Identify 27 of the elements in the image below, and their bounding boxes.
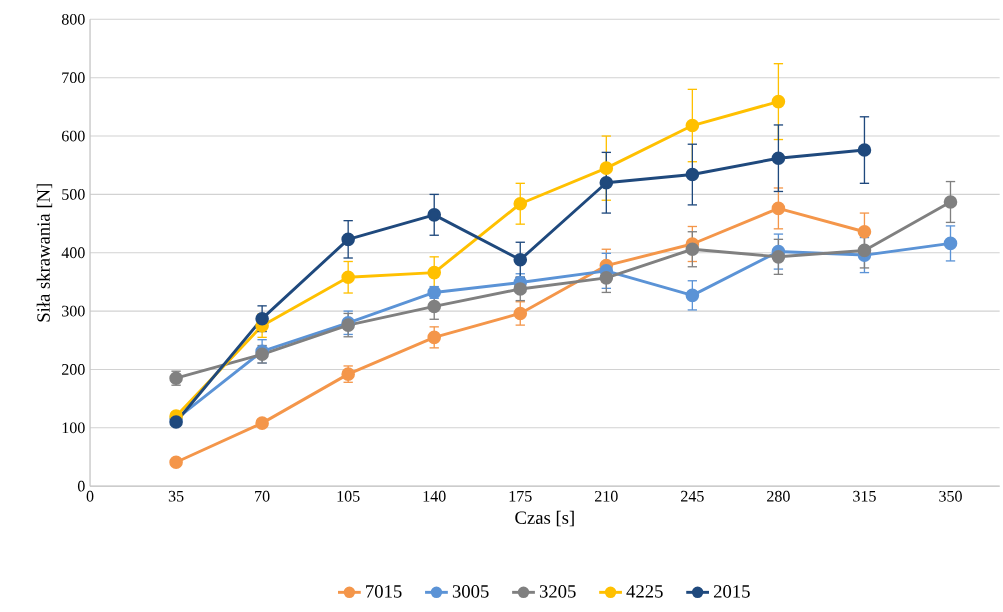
x-tick-label: 70: [255, 490, 270, 502]
y-tick-label: 300: [62, 305, 85, 317]
x-tick-label: 0: [86, 490, 94, 502]
x-tick-label: 245: [681, 490, 704, 502]
x-tick-label: 105: [337, 490, 360, 502]
legend-label: 2015: [713, 585, 750, 598]
x-tick-label: 210: [595, 490, 618, 502]
y-tick-label: 200: [62, 363, 85, 375]
x-axis-title: Czas [s]: [515, 510, 574, 527]
y-tick-label: 0: [77, 480, 85, 492]
y-tick-label: 800: [61, 13, 85, 25]
legend-label: 4225: [626, 585, 663, 598]
legend-label: 3005: [452, 585, 489, 598]
y-tick-label: 500: [62, 188, 85, 200]
y-tick-label: 100: [62, 422, 85, 434]
x-tick-label: 315: [853, 490, 876, 502]
legend-label: 7015: [366, 585, 402, 598]
y-tick-label: 700: [62, 72, 85, 83]
x-tick-label: 350: [939, 490, 962, 502]
y-axis-title: Siła skrawania [N]: [36, 184, 53, 322]
legend-label: 3205: [539, 585, 576, 598]
y-tick-label: 400: [61, 247, 85, 259]
y-tick-label: 600: [62, 130, 85, 142]
x-tick-label: 280: [767, 490, 790, 502]
x-tick-label: 140: [423, 490, 446, 502]
x-tick-label: 35: [168, 490, 184, 502]
x-tick-label: 175: [509, 490, 532, 502]
